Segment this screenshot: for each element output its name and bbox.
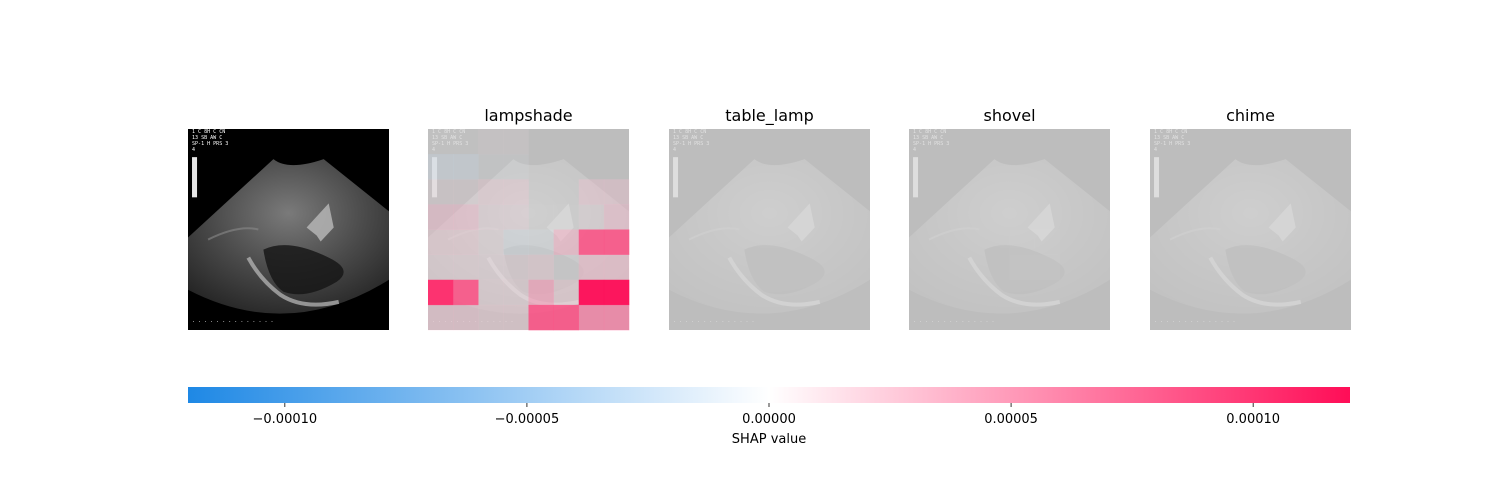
shap-panel-lampshade: lampshade: [428, 106, 630, 331]
shap-cell: [428, 154, 454, 180]
shap-cell: [478, 254, 504, 281]
shap-cell: [503, 254, 529, 281]
image-fade-layer: [909, 129, 1110, 330]
shap-panel-chime: chime: [1150, 106, 1351, 330]
shap-cell: [478, 279, 504, 306]
shap-cell: [845, 280, 870, 305]
shap-cell: [428, 229, 454, 255]
shap-cell: [453, 304, 479, 331]
shap-cell: [578, 304, 605, 331]
shap-cell: [503, 304, 529, 331]
image-fade-layer: [1150, 129, 1351, 330]
shap-cell: [578, 229, 605, 255]
shap-cell: [503, 129, 529, 155]
shap-cell: [528, 304, 554, 331]
shap-cell: [453, 229, 479, 255]
shap-cell: [478, 154, 504, 180]
shap-cell: [428, 129, 454, 155]
shap-cell: [603, 229, 630, 255]
shap-cell: [428, 304, 454, 331]
shap-cell: [820, 305, 845, 330]
shap-cell: [603, 204, 630, 230]
shap-cell: [553, 304, 580, 331]
colorbar: −0.00010 −0.00005 0.00000 0.00005 0.00010 SH…: [188, 387, 1350, 447]
shap-cell: [603, 254, 630, 281]
shap-cell: [478, 304, 504, 331]
original-image-panel: [188, 129, 389, 330]
colorbar-tick-label: 0.00005: [984, 412, 1038, 427]
shap-cell: [528, 254, 554, 281]
colorbar-ticks: −0.00010 −0.00005 0.00000 0.00005 0.00010: [253, 403, 1280, 427]
shap-cell: [453, 179, 479, 205]
shap-cell: [503, 279, 529, 306]
shap-cell: [1035, 255, 1060, 280]
shap-cell: [428, 179, 454, 205]
shap-panel-table-lamp: table_lamp: [669, 106, 870, 330]
shap-cell: [1010, 230, 1035, 255]
panel-title: chime: [1226, 106, 1275, 125]
shap-cell: [453, 204, 479, 230]
shap-cell: [529, 204, 554, 229]
shap-cell: [503, 179, 529, 205]
shap-cell: [528, 279, 554, 306]
shap-cell: [453, 129, 479, 155]
shap-cell: [578, 254, 605, 281]
image-fade-layer: [669, 129, 870, 330]
shap-cell: [528, 229, 554, 255]
panel-title: lampshade: [484, 106, 572, 125]
shap-cell: [603, 179, 630, 205]
colorbar-gradient-bar: [188, 387, 1350, 403]
shap-cell: [578, 279, 605, 306]
colorbar-tick-label: 0.00010: [1226, 412, 1280, 427]
shap-cell: [1035, 230, 1060, 255]
ultrasound-image: [188, 129, 389, 330]
shap-cell: [845, 305, 870, 330]
shap-cell: [553, 279, 580, 306]
panel-title: table_lamp: [725, 106, 814, 126]
shap-cell: [553, 254, 580, 281]
shap-cell: [428, 279, 454, 306]
shap-cell: [578, 204, 605, 230]
shap-cell: [603, 304, 630, 331]
panels-group: lampshade table_lamp shovel chime: [188, 106, 1351, 331]
shap-cell: [478, 129, 504, 155]
shap-cell: [603, 279, 630, 306]
shap-cell: [503, 154, 529, 180]
shap-cell: [503, 229, 529, 255]
shap-cell: [478, 204, 504, 230]
colorbar-tick-label: 0.00000: [742, 412, 796, 427]
shap-cell: [453, 254, 479, 281]
shap-cell: [553, 229, 580, 255]
shap-cell: [503, 204, 529, 230]
shap-cell: [820, 280, 845, 305]
shap-cell: [578, 179, 605, 205]
panel-title: shovel: [983, 106, 1035, 125]
shap-cell: [428, 254, 454, 281]
colorbar-tick-label: −0.00010: [253, 412, 318, 427]
colorbar-tick-label: −0.00005: [495, 412, 560, 427]
shap-cell: [428, 204, 454, 230]
colorbar-axis-label: SHAP value: [732, 432, 806, 447]
shap-cell: [478, 179, 504, 205]
shap-cell: [453, 279, 479, 306]
shap-cell: [478, 229, 504, 255]
shap-panel-shovel: shovel: [909, 106, 1110, 330]
shap-cell: [554, 204, 579, 229]
shap-cell: [453, 154, 479, 180]
shap-cell: [1010, 255, 1035, 280]
